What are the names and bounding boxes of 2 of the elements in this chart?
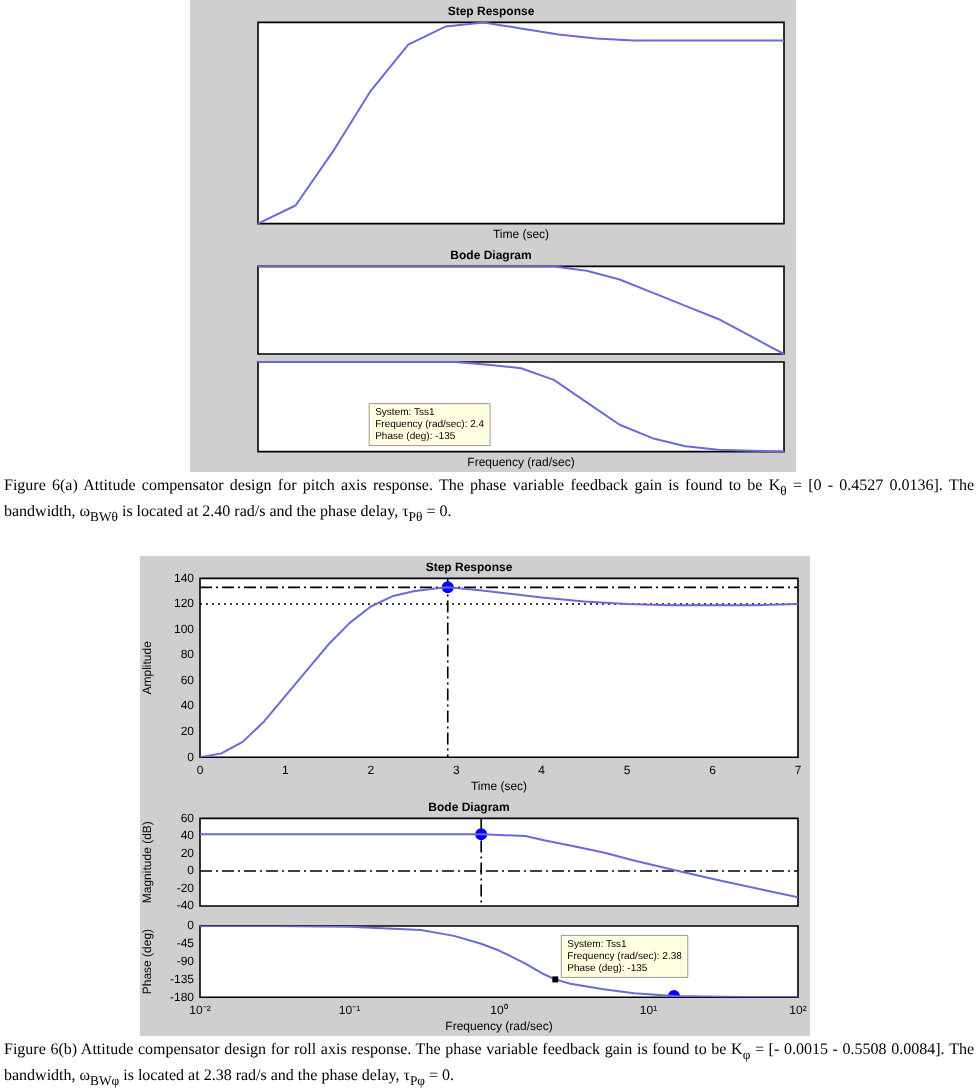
text: Figure 6(b) Attitude compensator design for roll axis response. The phase variable feedback gain is found to be K$_{φ}$ = [- 0.0015 - 0.5508 0.0084]. The bandwidth, ω$_{BWφ}$ is located at 2.38 rad/s and the phase delay, τ$_{Pφ}$ = 0.: [4, 1040, 975, 1088]
text: Figure 6(a) Attitude compensator design for pitch axis response. The phase variable feedback gain is found to be K$_{θ}$ = [0 - 0.4527 0.0136]. The bandwidth, ω$_{BWθ}$ is located at 2.40 rad/s and the phase delay, τ$_{Pθ}$ = 0.: [4, 476, 974, 525]
